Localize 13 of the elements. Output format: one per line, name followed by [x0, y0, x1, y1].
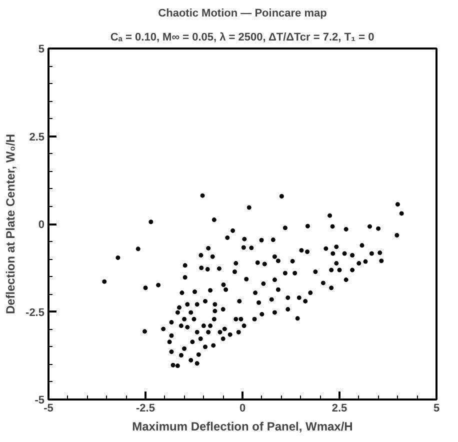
x-axis-title: Maximum Deflection of Panel, Wmax/H — [132, 420, 353, 434]
x-tick-label: -2.5 — [136, 402, 155, 414]
y-tick-label: 5 — [38, 44, 45, 56]
y-tick-label: -5 — [34, 394, 44, 406]
y-tick-label: 0 — [38, 219, 45, 231]
x-tick-label: 2.5 — [332, 402, 348, 414]
x-tick-label: 5 — [433, 402, 440, 414]
y-tick-label: -2.5 — [26, 306, 45, 319]
y-tick-label: 2.5 — [29, 131, 45, 144]
chart-subtitle: Cₐ = 0.10, M∞ = 0.05, λ = 2500, ΔT/ΔTcr = 7.2, T₁ = 0 — [110, 32, 374, 44]
y-axis-title: Deflection at Plate Center, W₀/H — [4, 134, 18, 314]
x-tick-label: 0 — [239, 402, 246, 414]
chart-title: Chaotic Motion — Poincare map — [158, 8, 328, 20]
